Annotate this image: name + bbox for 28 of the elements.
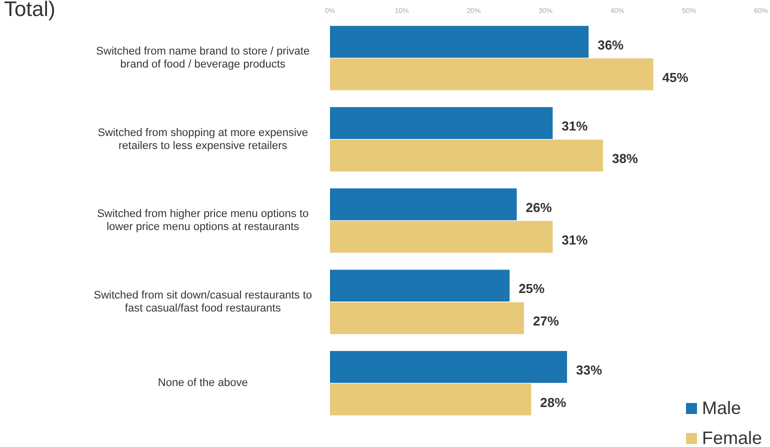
- y-tick-label: Switched from shopping at more expensive retailers to less expensive retailers: [98, 126, 308, 152]
- data-label: 31%: [562, 118, 588, 134]
- bar: [330, 140, 603, 172]
- bar: [330, 220, 553, 253]
- bar: [330, 350, 568, 383]
- data-label: 31%: [562, 232, 588, 248]
- y-tick-label: Switched from name brand to store / private brand of food / beverage products: [96, 45, 310, 71]
- bar: [330, 188, 517, 220]
- bar: [330, 270, 510, 302]
- data-label: 45%: [662, 70, 689, 85]
- legend-label: Female: [702, 428, 762, 447]
- data-label: 26%: [526, 200, 552, 215]
- y-tick-label: Switched from sit down/casual restaurants to fast casual/fast food restaurants: [94, 289, 312, 315]
- bar: [330, 383, 532, 416]
- bar: [330, 302, 524, 334]
- bar: [330, 26, 589, 58]
- y-tick-label: Switched from higher price menu options to lower price menu options at restaurants: [97, 208, 309, 234]
- data-label: 36%: [598, 37, 624, 52]
- data-label: 33%: [576, 362, 603, 378]
- data-label: 25%: [518, 281, 546, 296]
- data-label: 38%: [612, 151, 638, 166]
- y-tick-label: None of the above: [158, 377, 248, 390]
- data-label: 28%: [540, 394, 567, 410]
- text: Total): [4, 0, 56, 22]
- data-label: 27%: [532, 314, 560, 329]
- bar: [330, 107, 553, 139]
- bar: [330, 58, 654, 90]
- legend-label: Male: [702, 398, 741, 418]
